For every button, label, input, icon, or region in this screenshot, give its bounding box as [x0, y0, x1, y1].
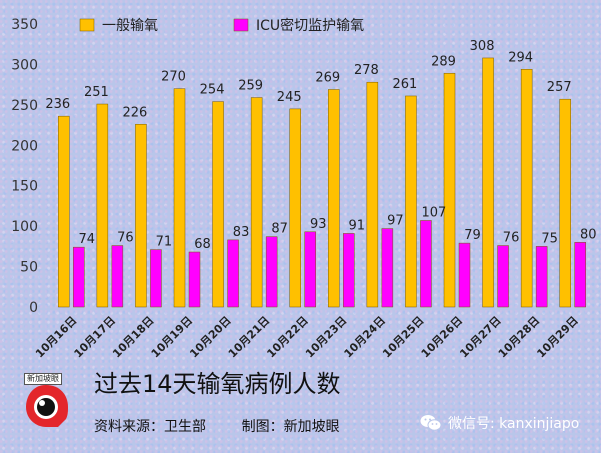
data-label-icu: 91: [349, 218, 366, 233]
bar-icu: [458, 242, 471, 308]
bar-general: [559, 98, 571, 308]
data-label-general: 251: [84, 85, 109, 100]
bar-icu: [150, 249, 162, 308]
legend-swatch-general: [79, 18, 95, 32]
y-axis: 0 50 100 150 200 250 300 350: [11, 17, 38, 316]
x-axis: 10月16日10月17日10月18日10月19日10月20日10月21日10月2…: [33, 314, 581, 360]
data-label-icu: 76: [503, 231, 520, 246]
bar-general: [96, 103, 109, 308]
y-tick-label: 0: [29, 300, 38, 316]
bar-general: [405, 95, 417, 308]
bar-icu: [188, 251, 201, 308]
data-label-general: 294: [508, 50, 533, 65]
bar-general: [443, 73, 456, 308]
data-label-icu: 79: [464, 228, 481, 243]
data-label-general: 245: [277, 90, 302, 105]
data-label-general: 289: [431, 54, 456, 69]
bar-icu: [420, 220, 432, 308]
bar-general: [482, 57, 494, 308]
wechat-id: 微信号: kanxinjiapo: [448, 416, 580, 432]
data-label-general: 259: [238, 79, 263, 94]
brand-logo: 新加坡眼: [20, 373, 72, 431]
y-tick-label: 150: [11, 179, 38, 195]
data-label-general: 269: [315, 70, 340, 85]
data-label-general: 270: [161, 70, 186, 85]
wechat-icon: [420, 415, 442, 431]
data-label-icu: 80: [580, 227, 597, 242]
bar-general: [173, 88, 186, 308]
y-tick-label: 50: [20, 260, 38, 276]
bar-general: [135, 124, 147, 308]
wechat-watermark: 微信号: kanxinjiapo: [420, 413, 579, 433]
bar-icu: [265, 236, 278, 308]
y-tick-label: 350: [11, 17, 38, 33]
logo-icon: [26, 385, 68, 427]
legend-swatch-icu: [233, 18, 249, 32]
data-label-icu: 87: [271, 222, 288, 237]
bar-general: [212, 101, 224, 308]
data-label-general: 254: [200, 83, 225, 98]
data-label-icu: 74: [79, 232, 96, 247]
y-tick-label: 300: [11, 57, 38, 73]
data-label-icu: 75: [541, 231, 558, 246]
bar-icu: [535, 246, 548, 308]
data-label-general: 261: [393, 77, 418, 92]
bar-general: [520, 69, 533, 308]
data-label-general: 308: [470, 39, 495, 54]
bar-icu: [574, 242, 586, 308]
bar-icu: [227, 239, 239, 308]
bar-general: [328, 89, 340, 308]
legend-label-general: 一般输氧: [102, 18, 158, 34]
data-label-general: 226: [123, 105, 148, 120]
data-label-icu: 83: [233, 225, 250, 240]
data-label-general: 257: [547, 80, 572, 95]
data-label-icu: 93: [310, 217, 327, 232]
data-label-general: 236: [45, 97, 70, 112]
y-tick-label: 100: [11, 219, 38, 235]
y-tick-label: 200: [11, 138, 38, 154]
legend-label-icu: ICU密切监护输氧: [256, 17, 364, 34]
bar-general: [366, 81, 379, 308]
y-tick-label: 250: [11, 98, 38, 114]
data-labels: 236 251 226 270 254 259 245 269 278 261 289 308 294 2…: [45, 39, 596, 252]
data-label-general: 278: [354, 63, 379, 78]
bar-series: [58, 57, 586, 308]
data-label-icu: 71: [156, 235, 173, 250]
data-label-icu: 68: [194, 237, 211, 252]
data-label-icu: 107: [422, 205, 447, 220]
bar-icu: [343, 233, 355, 308]
chart-source: 资料来源：卫生部 制图：新加坡眼: [94, 419, 340, 435]
bar-general: [58, 115, 70, 308]
bar-icu: [73, 246, 85, 308]
bar-general: [250, 97, 263, 308]
bar-icu: [304, 231, 316, 308]
bar-general: [289, 108, 301, 308]
data-label-icu: 76: [117, 231, 134, 246]
bar-icu: [497, 245, 509, 308]
bar-icu: [381, 228, 394, 308]
bar-icu: [111, 245, 124, 308]
chart-legend: 一般输氧 ICU密切监护输氧: [79, 17, 364, 34]
chart-caption: 过去14天输氧病例人数: [94, 370, 341, 398]
data-label-icu: 97: [387, 214, 404, 229]
x-tick-label: 10月29日: [534, 314, 580, 360]
logo-text: 新加坡眼: [24, 373, 62, 385]
